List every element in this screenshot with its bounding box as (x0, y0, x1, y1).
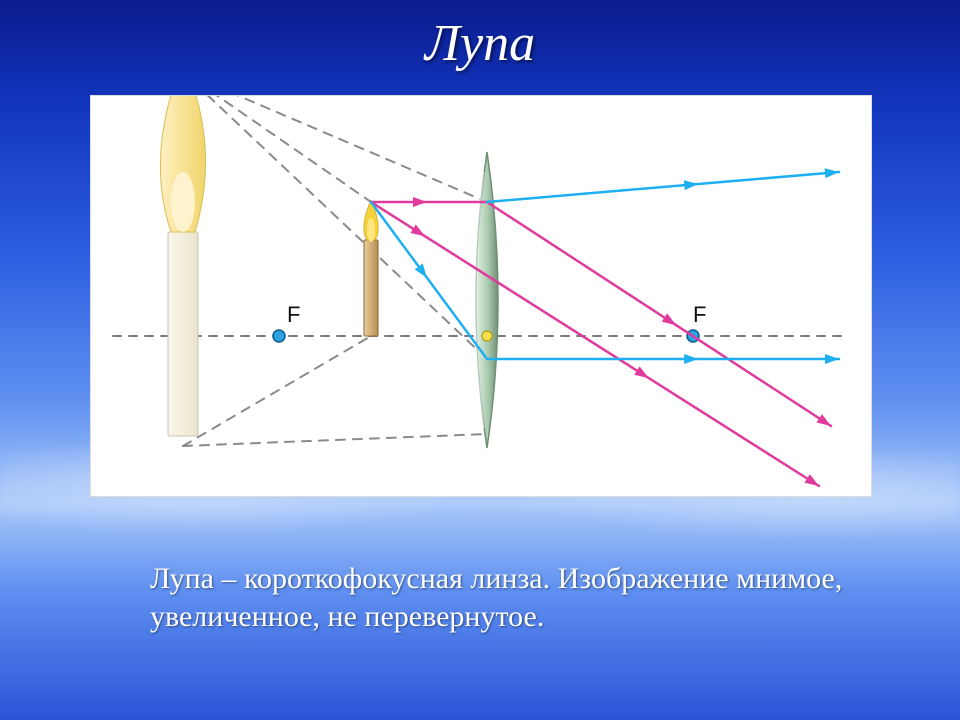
slide: Лупа FF Лупа – короткофокусная линза. Из… (0, 0, 960, 720)
slide-title: Лупа (0, 14, 960, 73)
svg-text:F: F (287, 302, 300, 327)
svg-text:F: F (693, 302, 706, 327)
optics-diagram: FF (90, 95, 872, 497)
ray-diagram-svg: FF (91, 96, 871, 496)
slide-caption: Лупа – короткофокусная линза. Изображени… (150, 560, 850, 635)
